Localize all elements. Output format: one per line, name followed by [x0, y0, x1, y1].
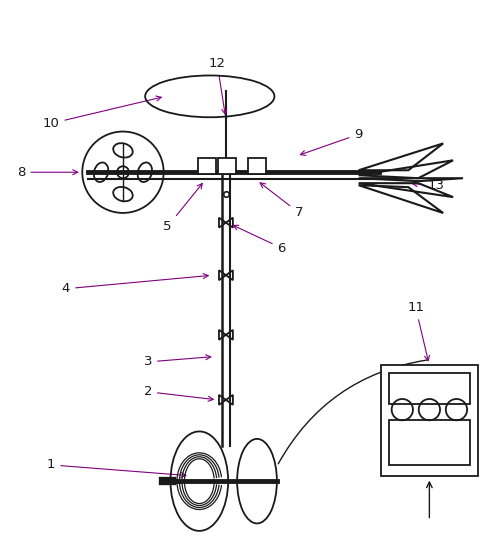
- Bar: [389, 373, 470, 404]
- Text: 12: 12: [209, 57, 227, 114]
- Text: 3: 3: [144, 355, 211, 368]
- Text: 13: 13: [412, 179, 444, 192]
- Text: 11: 11: [407, 301, 430, 361]
- Bar: [218, 158, 236, 174]
- Text: 6: 6: [234, 225, 286, 255]
- Text: 10: 10: [42, 96, 161, 130]
- FancyArrowPatch shape: [278, 360, 427, 464]
- Text: 8: 8: [17, 166, 78, 179]
- Bar: [389, 420, 470, 465]
- Bar: [381, 365, 478, 476]
- Text: 1: 1: [47, 458, 186, 477]
- Text: 2: 2: [144, 385, 213, 401]
- Text: 4: 4: [62, 274, 208, 295]
- Text: 7: 7: [260, 183, 303, 220]
- Bar: [199, 158, 216, 174]
- Text: 9: 9: [300, 128, 363, 155]
- Bar: [248, 158, 266, 174]
- Text: 5: 5: [163, 184, 202, 233]
